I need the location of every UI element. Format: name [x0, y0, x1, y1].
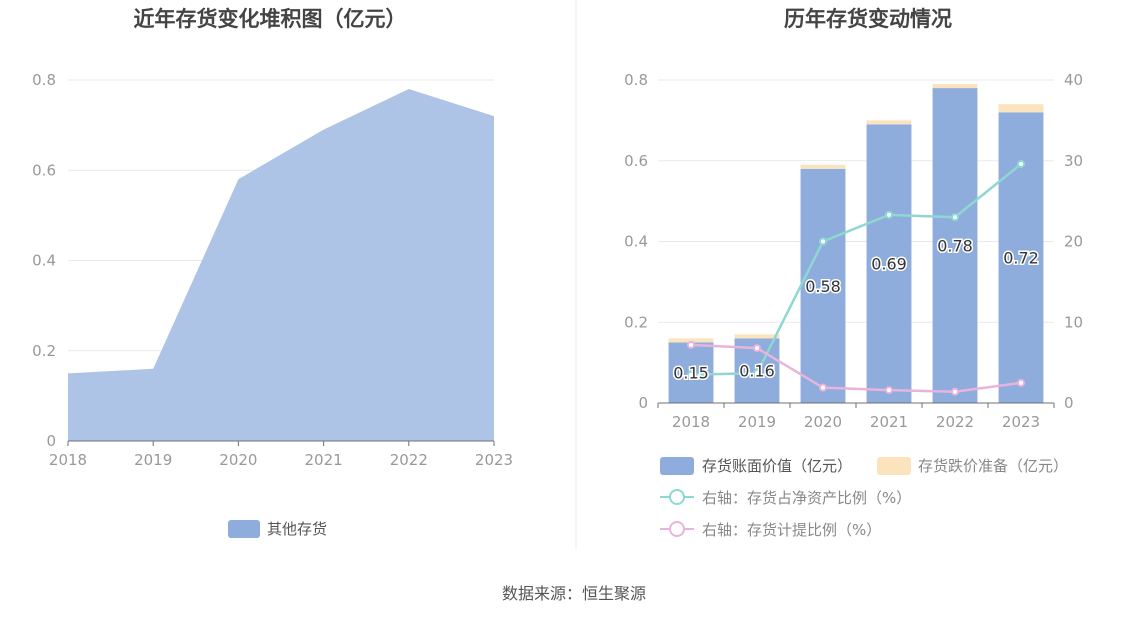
point-net-asset-ratio	[753, 369, 761, 378]
line-provision-ratio	[690, 343, 1022, 393]
right-x-tick: 2021	[870, 413, 908, 431]
bar-book-value	[866, 124, 912, 403]
left-x-tick: 2018	[49, 451, 87, 469]
left-area-series	[68, 89, 494, 442]
left-x-tick: 2023	[475, 451, 513, 469]
left-x-tick: 2020	[219, 451, 257, 469]
bar-impairment	[734, 334, 780, 339]
left-y-tick: 0	[46, 432, 56, 450]
right-y-right-tick: 40	[1064, 71, 1083, 89]
left-chart: 近年存货变化堆积图（亿元） 0 0.2 0.4 0.6 0.8 2018 2019 2020 2…	[32, 7, 513, 538]
right-chart-title: 历年存货变动情况	[784, 7, 952, 31]
legend-label-provision-ratio[interactable]: 右轴：存货计提比例（%）	[702, 521, 881, 539]
right-y-left-tick: 0.2	[624, 313, 648, 331]
point-provision-ratio	[1017, 378, 1025, 387]
right-y-right-tick: 0	[1064, 394, 1074, 412]
point-provision-ratio	[819, 383, 827, 392]
bar-impairment	[998, 104, 1044, 113]
data-source-note: 数据来源：恒生聚源	[501, 584, 646, 603]
left-legend-swatch[interactable]	[228, 520, 260, 538]
point-net-asset-ratio	[1017, 159, 1025, 168]
left-y-tick: 0.8	[32, 71, 56, 89]
right-x-tick: 2022	[936, 413, 974, 431]
point-net-asset-ratio	[885, 210, 893, 219]
left-legend[interactable]: 其他存货	[228, 520, 327, 538]
right-bars-layer	[668, 84, 1044, 404]
bar-impairment	[668, 338, 714, 343]
right-y-left-tick: 0	[638, 394, 648, 412]
left-x-tick: 2021	[305, 451, 343, 469]
right-legend: 存货账面价值（亿元） 存货跌价准备（亿元） 右轴：存货占净资产比例（%） 右轴：…	[660, 457, 1068, 539]
right-x-tick: 2019	[738, 413, 776, 431]
left-chart-title: 近年存货变化堆积图（亿元）	[134, 7, 407, 31]
legend-label-impairment[interactable]: 存货跌价准备（亿元）	[918, 457, 1068, 475]
legend-item-provision-ratio[interactable]: 右轴：存货计提比例（%）	[660, 521, 881, 539]
bar-value-label: 0.78	[937, 237, 973, 256]
bar-value-label: 0.58	[805, 277, 841, 296]
right-lines-layer	[687, 159, 1025, 396]
bar-value-label: 0.69	[871, 255, 907, 274]
right-x-tick: 2023	[1002, 413, 1040, 431]
bar-value-label: 0.16	[739, 362, 775, 381]
legend-swatch-book-value[interactable]	[660, 457, 694, 475]
left-y-tick: 0.2	[32, 342, 56, 360]
right-x-tick: 2018	[672, 413, 710, 431]
point-provision-ratio	[687, 340, 695, 349]
left-y-tick: 0.6	[32, 161, 56, 179]
legend-item-book-value[interactable]: 存货账面价值（亿元）	[660, 457, 852, 475]
bar-book-value	[932, 88, 978, 403]
bar-impairment	[800, 164, 846, 169]
left-x-tick: 2019	[134, 451, 172, 469]
point-net-asset-ratio	[819, 237, 827, 246]
right-y-right-tick: 30	[1064, 152, 1083, 170]
right-y-right-tick: 20	[1064, 233, 1083, 251]
left-legend-label[interactable]: 其他存货	[267, 520, 327, 538]
point-provision-ratio	[753, 344, 761, 353]
legend-item-net-asset-ratio[interactable]: 右轴：存货占净资产比例（%）	[660, 489, 911, 507]
right-axes: 0 0.2 0.4 0.6 0.8 0 10 20 30 40 2018 2019 2020 2021 20…	[624, 71, 1083, 431]
bar-impairment	[932, 84, 978, 89]
right-grid	[658, 79, 1054, 323]
legend-swatch-impairment[interactable]	[877, 457, 911, 475]
right-bar-labels: 0.15 0.16 0.58 0.69 0.78 0.72	[672, 235, 1041, 384]
point-provision-ratio	[951, 387, 959, 396]
point-net-asset-ratio	[951, 213, 959, 222]
legend-marker-provision-ratio	[669, 521, 685, 537]
left-area-layer	[68, 89, 494, 442]
right-y-right-tick: 10	[1064, 313, 1083, 331]
legend-label-net-asset-ratio[interactable]: 右轴：存货占净资产比例（%）	[702, 489, 911, 507]
legend-label-book-value[interactable]: 存货账面价值（亿元）	[702, 457, 852, 475]
bar-value-label: 0.72	[1003, 249, 1039, 268]
right-y-left-tick: 0.4	[624, 233, 648, 251]
bar-impairment	[866, 120, 912, 125]
left-x-tick: 2022	[390, 451, 428, 469]
legend-item-impairment[interactable]: 存货跌价准备（亿元）	[877, 457, 1068, 475]
left-y-tick: 0.4	[32, 252, 56, 270]
point-net-asset-ratio	[687, 370, 695, 379]
right-chart: 历年存货变动情况 0.15 0.16 0.58 0.69 0.78 0.72 0 0.2 0.…	[624, 7, 1083, 539]
bar-book-value	[800, 168, 846, 403]
right-y-left-tick: 0.6	[624, 152, 648, 170]
right-y-left-tick: 0.8	[624, 71, 648, 89]
line-net-asset-ratio	[690, 163, 1022, 376]
right-x-tick: 2020	[804, 413, 842, 431]
point-provision-ratio	[885, 386, 893, 395]
legend-marker-net-asset-ratio	[669, 489, 685, 505]
bar-value-label: 0.15	[673, 364, 709, 383]
left-axes: 0 0.2 0.4 0.6 0.8 2018 2019 2020 2021 2022 2023	[32, 71, 513, 469]
